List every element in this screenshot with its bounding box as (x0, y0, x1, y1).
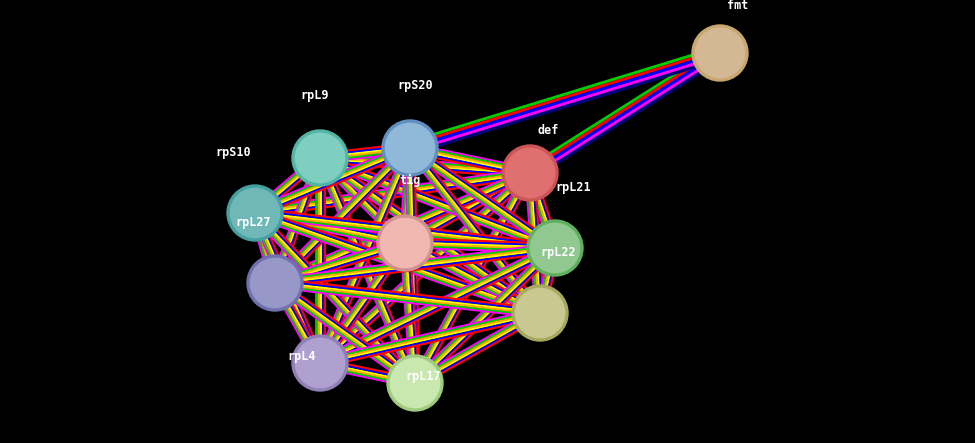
Circle shape (382, 120, 438, 176)
Circle shape (530, 223, 580, 272)
Circle shape (292, 130, 348, 186)
Circle shape (527, 220, 583, 276)
Circle shape (385, 123, 435, 173)
Text: tig: tig (400, 174, 420, 187)
Circle shape (380, 218, 430, 268)
Circle shape (502, 145, 558, 201)
Text: rpL17: rpL17 (406, 370, 441, 383)
Text: rpS10: rpS10 (215, 146, 251, 159)
Circle shape (387, 355, 443, 411)
Circle shape (505, 148, 555, 198)
Circle shape (692, 25, 748, 81)
Text: def: def (537, 124, 559, 137)
Text: rpL22: rpL22 (540, 246, 576, 259)
Circle shape (247, 255, 303, 311)
Circle shape (516, 288, 565, 338)
Circle shape (390, 358, 440, 408)
Circle shape (512, 285, 568, 341)
Text: fmt: fmt (727, 0, 749, 12)
Circle shape (377, 215, 433, 271)
Circle shape (251, 258, 299, 307)
Circle shape (295, 338, 344, 388)
Circle shape (230, 188, 280, 237)
Text: rpL4: rpL4 (288, 350, 316, 363)
Circle shape (295, 133, 344, 183)
Text: rpL21: rpL21 (555, 181, 591, 194)
Circle shape (292, 335, 348, 391)
Text: rpL9: rpL9 (300, 89, 330, 102)
Text: rpS20: rpS20 (397, 79, 433, 92)
Circle shape (695, 28, 745, 78)
Circle shape (227, 185, 283, 241)
Text: rpL27: rpL27 (235, 216, 271, 229)
